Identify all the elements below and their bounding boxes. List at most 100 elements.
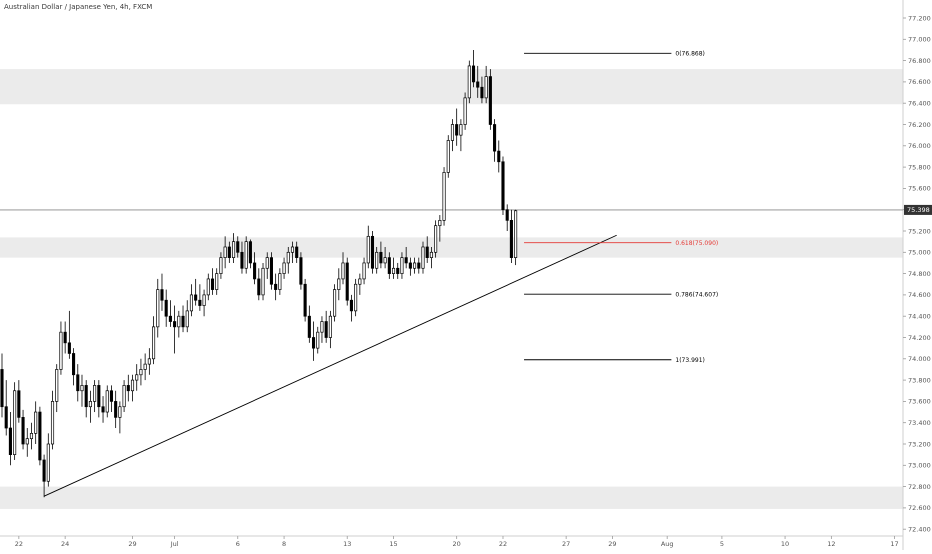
- candle-body: [118, 406, 122, 418]
- candle-body: [181, 315, 185, 328]
- candle-body: [164, 299, 168, 317]
- candle-body: [93, 385, 97, 402]
- candle-body: [400, 257, 404, 274]
- candle-body: [379, 251, 383, 264]
- y-tick-label: 75.800: [908, 163, 931, 171]
- y-tick-label: 74.600: [908, 291, 931, 299]
- chart-title: Australian Dollar / Japanese Yen, 4h, FX…: [4, 3, 153, 11]
- x-tick-label: 12: [827, 540, 835, 548]
- candle-body: [290, 246, 295, 253]
- candle-body: [509, 220, 513, 258]
- candle-body: [59, 331, 63, 370]
- candle-body: [173, 321, 177, 328]
- candle-body: [88, 401, 92, 408]
- y-tick-label: 74.800: [908, 270, 931, 278]
- candle-body: [349, 299, 353, 312]
- x-tick-label: 22: [499, 540, 507, 548]
- candle-body: [38, 411, 42, 461]
- candle-body: [484, 76, 488, 99]
- candle-body: [282, 262, 286, 274]
- candle-body: [514, 210, 518, 258]
- candle-body: [152, 326, 156, 360]
- candle-body: [316, 331, 320, 349]
- candle-body: [337, 278, 341, 290]
- x-tick-label: Aug: [661, 540, 674, 548]
- fib-level-label: 0(76.868): [675, 51, 705, 58]
- candle-body: [438, 220, 442, 227]
- candle-body: [232, 241, 236, 258]
- y-tick-label: 73.000: [908, 462, 931, 470]
- candle-body: [72, 353, 76, 376]
- candle-body: [194, 294, 198, 301]
- candle-body: [341, 262, 345, 280]
- candle-body: [446, 140, 450, 173]
- y-tick-label: 75.000: [908, 249, 931, 257]
- candle-body: [240, 251, 244, 269]
- candle-body: [488, 76, 492, 125]
- fib-level-label: 0.618(75.090): [675, 240, 718, 247]
- candle-body: [206, 278, 210, 296]
- candle-body: [105, 390, 109, 413]
- x-tick-label: 17: [890, 540, 898, 548]
- candle-body: [253, 262, 257, 280]
- candle-body: [265, 257, 269, 269]
- candle-body: [425, 246, 429, 258]
- candle-body: [480, 86, 484, 99]
- candle-body: [413, 262, 417, 269]
- candle-body: [227, 246, 231, 258]
- candle-body: [135, 374, 139, 381]
- candle-body: [320, 321, 324, 333]
- candle-body: [143, 363, 147, 370]
- candle-body: [493, 124, 497, 152]
- candle-body: [269, 257, 273, 285]
- y-tick-label: 74.000: [908, 355, 931, 363]
- candle-body: [80, 385, 84, 392]
- candle-body: [450, 124, 455, 141]
- candle-body: [50, 401, 55, 445]
- candle-body: [497, 150, 501, 163]
- candle-body: [383, 257, 387, 264]
- candle-body: [13, 390, 17, 456]
- candle-body: [295, 246, 299, 258]
- trendline: [43, 234, 617, 497]
- candle-body: [139, 369, 143, 376]
- y-tick-label: 75.200: [908, 227, 931, 235]
- y-tick-label: 72.400: [908, 526, 931, 534]
- candle-body: [97, 385, 101, 408]
- y-tick-label: 76.200: [908, 121, 931, 129]
- candle-body: [17, 390, 21, 418]
- x-tick-label: 29: [608, 540, 616, 548]
- y-tick-label: 76.400: [908, 100, 931, 108]
- candle-body: [261, 267, 265, 296]
- candle-body: [299, 257, 303, 285]
- candle-body: [311, 337, 316, 349]
- y-tick-label: 77.000: [908, 36, 931, 44]
- y-tick-label: 74.400: [908, 313, 931, 321]
- x-tick-label: 24: [61, 540, 69, 548]
- candle-body: [189, 294, 194, 312]
- x-tick-label: 10: [781, 540, 789, 548]
- candle-body: [185, 310, 189, 328]
- candle-body: [358, 278, 362, 285]
- x-tick-label: 29: [128, 540, 136, 548]
- candle-body: [248, 241, 252, 264]
- candle-body: [505, 209, 509, 221]
- zone-band: [0, 237, 903, 258]
- x-tick-label: 6: [236, 540, 240, 548]
- candle-body: [21, 417, 25, 445]
- candle-body: [198, 299, 202, 306]
- candle-body: [202, 294, 206, 306]
- candle-body: [236, 241, 240, 253]
- x-tick-label: 22: [15, 540, 23, 548]
- x-tick-label: 27: [562, 540, 570, 548]
- x-tick-label: Jul: [170, 540, 179, 548]
- candle-body: [109, 390, 114, 402]
- y-tick-label: 73.600: [908, 398, 931, 406]
- candle-body: [130, 379, 135, 392]
- candle-body: [387, 257, 391, 274]
- candle-body: [76, 374, 80, 392]
- candle-body: [278, 273, 282, 290]
- y-tick-label: 73.800: [908, 376, 931, 384]
